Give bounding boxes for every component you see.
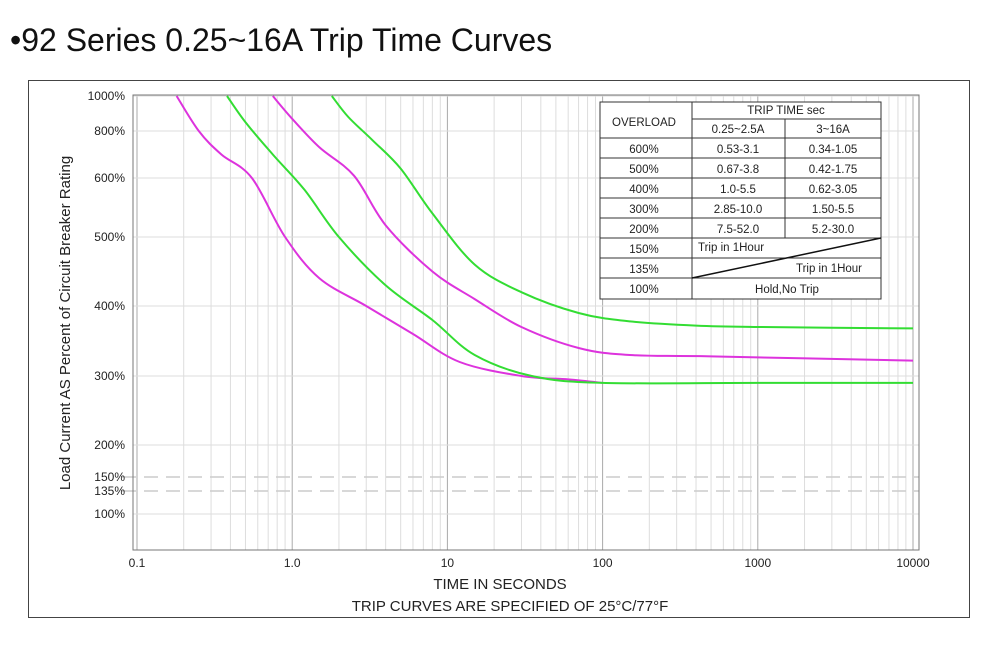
table-cell: Trip in 1Hour: [698, 242, 764, 254]
table-cell: 0.34-1.05: [809, 144, 858, 156]
x-tick-label: 10000: [896, 556, 930, 570]
table-cell: 7.5-52.0: [717, 224, 759, 236]
y-axis-label: Load Current AS Percent of Circuit Break…: [57, 156, 74, 490]
y-tick-label: 400%: [94, 299, 125, 313]
chart-note: TRIP CURVES ARE SPECIFIED OF 25°C/77°F: [352, 598, 669, 615]
trip-curve-1: [175, 95, 603, 384]
x-tick-label: 0.1: [129, 556, 146, 570]
trip-curve-3: [272, 95, 914, 362]
table-cell: 300%: [629, 204, 658, 216]
x-tick-label: 10: [441, 556, 455, 570]
table-cell: 400%: [629, 184, 658, 196]
table-cell: 200%: [629, 224, 658, 236]
page-title: •92 Series 0.25~16A Trip Time Curves: [10, 22, 553, 58]
table-cell: 5.2-30.0: [812, 224, 854, 236]
y-tick-label: 800%: [94, 124, 125, 138]
table-cell: Trip in 1Hour: [796, 263, 862, 275]
chart-frame: [28, 80, 970, 618]
table-cell: 0.42-1.75: [809, 164, 858, 176]
y-tick-label: 300%: [94, 369, 125, 383]
trip-curves: [175, 95, 914, 385]
table-cell: 500%: [629, 164, 658, 176]
table-cell: 0.62-3.05: [809, 184, 858, 196]
x-tick-label: 1000: [744, 556, 771, 570]
x-tick-labels: 0.1 1.0 10 100 1000 10000: [129, 556, 930, 570]
table-subheader-small: 0.25~2.5A: [712, 124, 765, 136]
x-axis-label: TIME IN SECONDS: [433, 576, 566, 593]
y-tick-label: 200%: [94, 438, 125, 452]
table-cell: 150%: [629, 244, 658, 256]
table-header-trip-time: TRIP TIME sec: [747, 105, 825, 117]
y-tick-label: 500%: [94, 230, 125, 244]
table-cell: 0.53-3.1: [717, 144, 759, 156]
reference-lines: [122, 476, 919, 492]
table-cell: 0.67-3.8: [717, 164, 759, 176]
trip-curve-2: [226, 95, 913, 385]
trip-time-table: OVERLOAD TRIP TIME sec 0.25~2.5A 3~16A 6…: [599, 101, 882, 300]
table-cell: 1.50-5.5: [812, 204, 854, 216]
y-tick-label: 600%: [94, 171, 125, 185]
y-tick-labels: 1000% 800% 600% 500% 400% 300% 200% 150%135% 100…: [88, 89, 126, 521]
table-cell: 600%: [629, 144, 658, 156]
y-tick-label: 135%: [94, 484, 125, 498]
table-cell: 2.85-10.0: [714, 204, 763, 216]
y-tick-label: 150%: [94, 470, 125, 484]
table-cell: Hold,No Trip: [755, 284, 819, 296]
plot-area: [132, 94, 920, 551]
table-subheader-large: 3~16A: [816, 124, 850, 136]
y-tick-label: 100%: [94, 507, 125, 521]
table-cell: 100%: [629, 284, 658, 296]
table-header-overload: OVERLOAD: [612, 117, 676, 129]
x-tick-label: 1.0: [284, 556, 301, 570]
trip-curve-4: [331, 95, 914, 330]
y-tick-label: 1000%: [88, 89, 126, 103]
x-tick-label: 100: [593, 556, 613, 570]
table-cell: 135%: [629, 264, 658, 276]
table-cell: 1.0-5.5: [720, 184, 756, 196]
minor-grid: [183, 95, 907, 550]
